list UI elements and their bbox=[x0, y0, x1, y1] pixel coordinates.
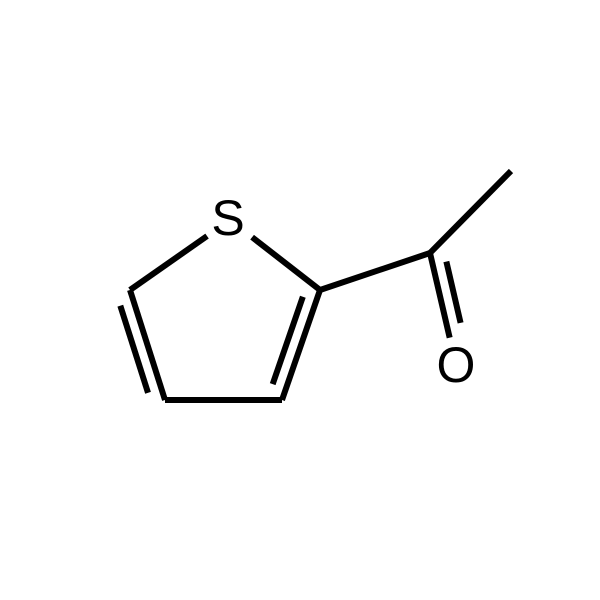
bond-line bbox=[130, 236, 207, 290]
atom-label-s: S bbox=[211, 190, 244, 246]
bond-line bbox=[273, 297, 303, 384]
bond-line bbox=[252, 237, 320, 290]
molecule-diagram: SO bbox=[0, 0, 600, 600]
atom-label-o: O bbox=[437, 337, 476, 393]
bond-line bbox=[320, 253, 430, 290]
bond-line bbox=[446, 262, 460, 323]
bond-line bbox=[120, 306, 148, 393]
bond-line bbox=[430, 171, 511, 253]
